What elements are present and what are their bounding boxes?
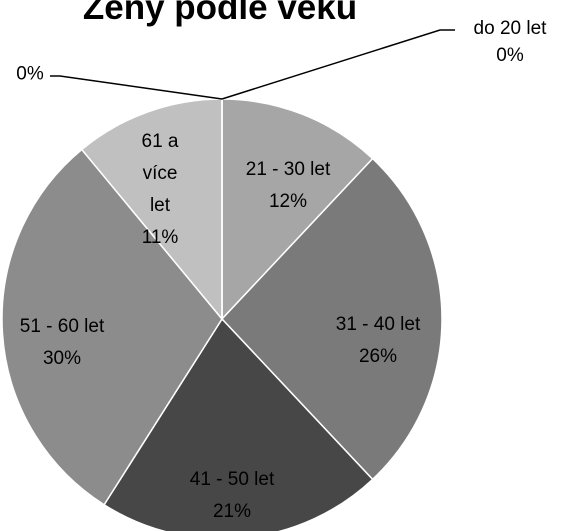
chart-title: Ženy podle věku (82, 0, 358, 27)
value-label: 0% (496, 45, 524, 66)
slice-label: 41 - 50 let 21% (172, 464, 292, 528)
slice-label: 21 - 30 let 12% (228, 154, 348, 218)
value-label: 12% (268, 191, 308, 212)
pie-slice (220, 157, 443, 481)
pie-slice (1, 148, 223, 506)
slice-label: 0% (0, 61, 60, 88)
pie-slice (103, 317, 374, 531)
slice-label: 51 - 60 let 30% (2, 311, 122, 375)
leader-line (50, 75, 223, 100)
category-label: 21 - 30 let (245, 159, 331, 180)
category-label: 61 a více let (141, 131, 179, 216)
slice-label: do 20 let 0% (455, 15, 565, 69)
slice-label: 31 - 40 let 26% (318, 309, 438, 373)
pie-slice (221, 98, 374, 321)
value-label: 21% (212, 501, 252, 522)
category-label: do 20 let (473, 18, 547, 39)
value-label: 26% (358, 346, 398, 367)
category-label: 31 - 40 let (335, 314, 421, 335)
leader-line (221, 29, 455, 100)
value-label: 30% (42, 348, 82, 369)
category-label: 41 - 50 let (189, 469, 275, 490)
value-label: 0% (16, 63, 44, 85)
value-label: 11% (141, 227, 179, 248)
slice-label: 61 a více let 11% (130, 126, 190, 254)
pie-slice (80, 98, 223, 322)
category-label: 51 - 60 let (19, 316, 105, 337)
